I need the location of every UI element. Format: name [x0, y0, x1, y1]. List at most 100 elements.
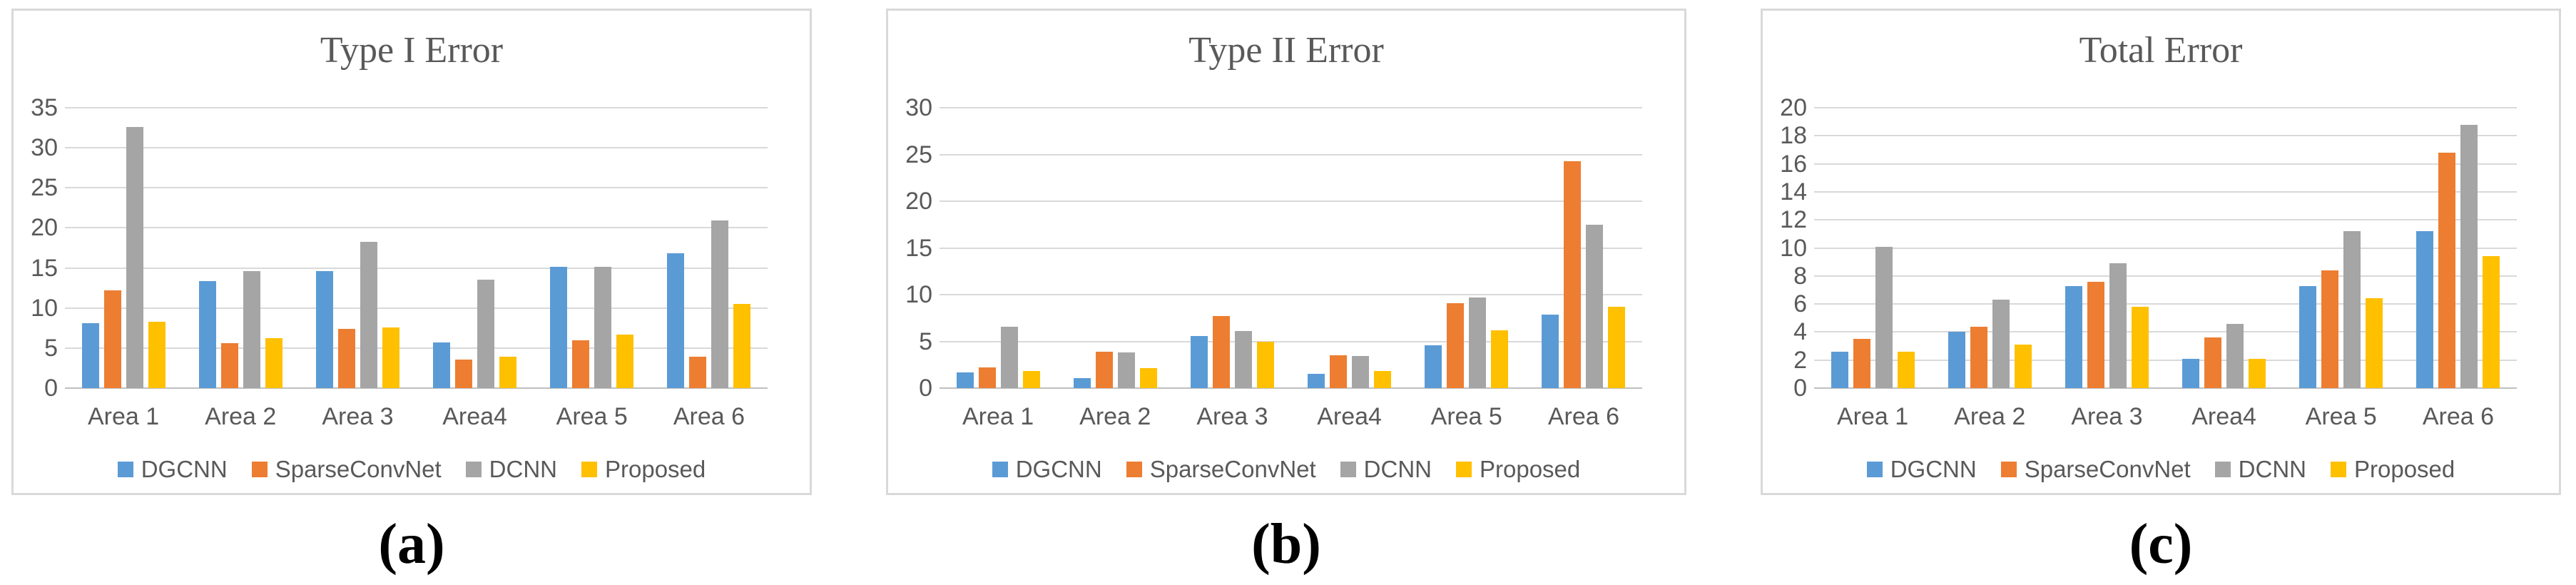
y-axis-tick-20: 20	[905, 188, 932, 215]
legend-label: SparseConvNet	[2024, 456, 2191, 482]
bar-dgcnn-area-3	[1190, 335, 1208, 388]
bar-dcnn-area-1	[1875, 246, 1893, 388]
legend-label: SparseConvNet	[1149, 456, 1316, 482]
x-axis-label-area-6: Area 6	[2422, 403, 2494, 430]
legend-label: DGCNN	[141, 456, 228, 482]
bar-sparseconvnet-area4	[455, 359, 473, 388]
gridline-y-0	[1814, 387, 2517, 389]
gridline-y-6	[1814, 303, 2517, 305]
bar-dcnn-area-3	[1234, 331, 1252, 388]
bar-dcnn-area-5	[1469, 297, 1487, 388]
x-axis-label-area4: Area4	[2191, 403, 2256, 430]
bar-proposed-area-5	[1491, 330, 1509, 388]
legend-label: DCNN	[2238, 456, 2306, 482]
y-axis-tick-4: 4	[1793, 318, 1807, 346]
bar-sparseconvnet-area4	[2204, 337, 2222, 388]
bar-dgcnn-area4	[2182, 358, 2200, 388]
gridline-y-30	[65, 147, 768, 149]
legend-label: SparseConvNet	[275, 456, 442, 482]
gridline-y-12	[1814, 219, 2517, 221]
bar-proposed-area-2	[265, 338, 282, 388]
gridline-y-14	[1814, 190, 2517, 193]
bar-dgcnn-area-2	[1073, 377, 1091, 388]
bar-dgcnn-area-5	[2299, 285, 2317, 388]
gridline-y-8	[1814, 275, 2517, 277]
bar-sparseconvnet-area-3	[337, 328, 355, 388]
gridline-y-10	[65, 307, 768, 309]
gridline-y-20	[1814, 107, 2517, 108]
legend-swatch-icon	[117, 462, 133, 477]
bar-proposed-area-6	[2483, 256, 2500, 388]
bar-dgcnn-area-2	[198, 280, 216, 388]
bar-dgcnn-area-5	[1425, 345, 1442, 388]
chart-panel-type-i-error: Type I Error 0 5 10 15 20 25 30 35 Area 1 Area 2 A…	[11, 9, 812, 495]
gridline-y-25	[940, 153, 1642, 156]
legend-label: Proposed	[2354, 456, 2455, 482]
y-axis-tick-10: 10	[905, 281, 932, 308]
gridline-y-0	[940, 387, 1642, 389]
bar-sparseconvnet-area-5	[2321, 270, 2339, 388]
bar-proposed-area-2	[1139, 368, 1157, 388]
y-axis-tick-25: 25	[905, 141, 932, 168]
y-axis-tick-18: 18	[1780, 122, 1807, 150]
y-axis-tick-2: 2	[1793, 346, 1807, 374]
legend-label: Proposed	[605, 456, 706, 482]
legend-item-dgcnn: DGCNN	[1866, 456, 1977, 483]
bar-proposed-area4	[499, 357, 517, 388]
legend-swatch-icon	[1126, 462, 1142, 477]
bar-sparseconvnet-area-2	[1970, 326, 1987, 388]
y-axis-tick-20: 20	[31, 214, 58, 242]
gridline-y-15	[940, 247, 1642, 249]
bar-dgcnn-area-3	[2065, 285, 2082, 388]
bar-dgcnn-area-5	[550, 267, 568, 388]
bar-proposed-area-2	[2014, 345, 2032, 388]
bar-proposed-area-5	[616, 334, 634, 388]
y-axis-tick-6: 6	[1793, 290, 1807, 318]
bar-dgcnn-area-3	[315, 271, 333, 388]
y-axis-tick-30: 30	[31, 134, 58, 162]
x-axis-label-area-1: Area 1	[1836, 403, 1909, 430]
bar-dcnn-area-6	[711, 220, 729, 388]
y-axis-tick-25: 25	[31, 174, 58, 202]
bar-proposed-area-3	[1256, 341, 1274, 388]
x-axis-label-area4: Area4	[442, 403, 507, 430]
legend-item-sparseconvnet: SparseConvNet	[2000, 456, 2191, 483]
y-axis-tick-0: 0	[44, 375, 58, 402]
x-axis-label-area-5: Area 5	[556, 403, 628, 430]
bar-dgcnn-area-1	[81, 323, 99, 388]
bar-sparseconvnet-area-3	[2087, 281, 2104, 388]
bar-sparseconvnet-area-6	[2438, 152, 2456, 388]
gridline-y-30	[940, 107, 1642, 108]
bar-proposed-area-6	[1608, 307, 1626, 388]
y-axis-tick-10: 10	[1780, 234, 1807, 262]
bar-dgcnn-area-6	[1542, 314, 1559, 388]
bar-proposed-area-6	[733, 304, 751, 388]
legend-item-dcnn: DCNN	[465, 456, 557, 483]
gridline-y-20	[65, 227, 768, 229]
legend-swatch-icon	[581, 462, 597, 477]
gridline-y-25	[65, 187, 768, 189]
chart-title: Type I Error	[320, 30, 504, 71]
y-axis-tick-0: 0	[919, 375, 932, 402]
bar-dcnn-area-5	[2343, 230, 2361, 388]
bar-dgcnn-area-2	[1948, 332, 1965, 388]
legend-swatch-icon	[2331, 462, 2346, 477]
bar-proposed-area-1	[1022, 371, 1040, 388]
y-axis-tick-15: 15	[905, 234, 932, 262]
bar-dcnn-area-5	[594, 267, 612, 388]
legend-item-dcnn: DCNN	[2214, 456, 2306, 483]
legend-swatch-icon	[992, 462, 1008, 477]
bar-dgcnn-area-6	[667, 253, 685, 388]
bar-dcnn-area-6	[1586, 224, 1604, 388]
bar-sparseconvnet-area-1	[103, 290, 121, 388]
legend: DGCNN SparseConvNet DCNN Proposed	[888, 456, 1684, 483]
bar-dcnn-area-1	[126, 126, 143, 388]
bar-sparseconvnet-area-6	[689, 357, 707, 388]
bar-dcnn-area-2	[243, 271, 260, 388]
legend-swatch-icon	[1456, 462, 1472, 477]
bar-dcnn-area-3	[2109, 263, 2127, 388]
bar-dgcnn-area4	[1308, 374, 1325, 388]
gridline-y-16	[1814, 163, 2517, 165]
legend-item-dgcnn: DGCNN	[992, 456, 1102, 483]
